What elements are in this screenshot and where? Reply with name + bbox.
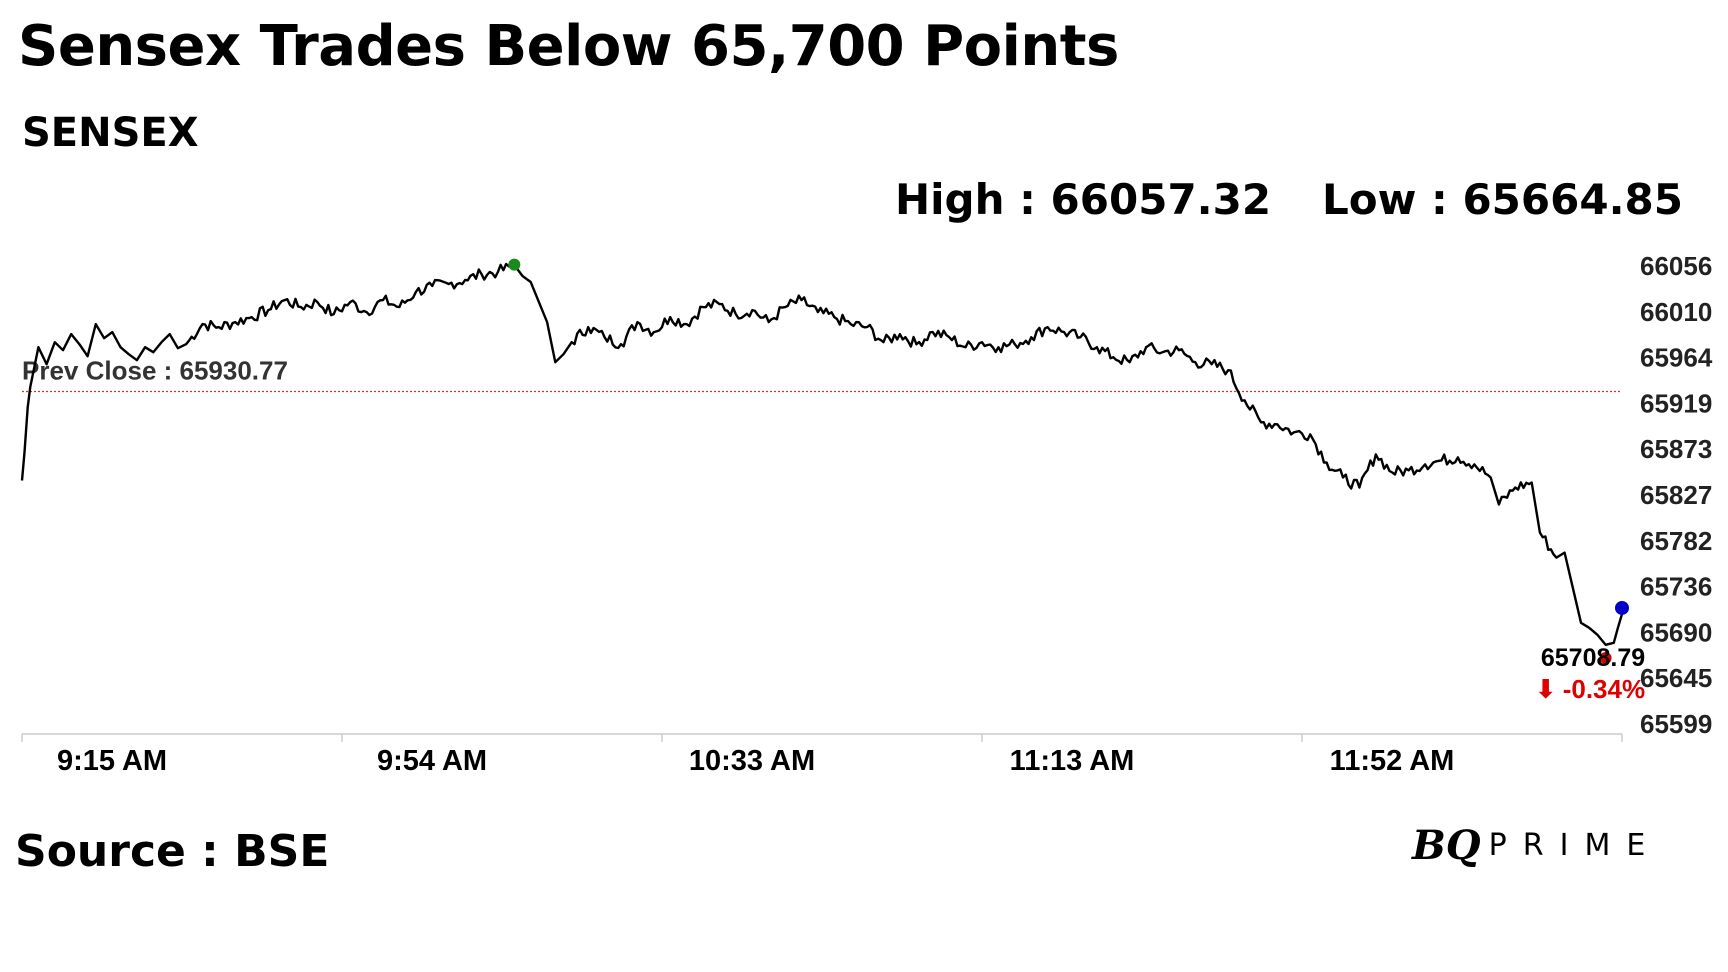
y-tick-label: 65736 [1640, 572, 1712, 602]
y-tick-label: 65827 [1640, 480, 1712, 510]
headline: Sensex Trades Below 65,700 Points [18, 14, 1119, 79]
x-axis: 9:15 AM 9:54 AM 10:33 AM 11:13 AM 11:52 AM [21, 733, 1623, 777]
x-tick-label: 10:33 AM [689, 745, 815, 777]
y-axis-ticks: 66056 66010 65964 65919 65873 65827 65782 65736… [1640, 251, 1713, 739]
x-tick-label: 9:54 AM [377, 745, 487, 777]
last-value-label: 65708.79 [1541, 644, 1645, 672]
series-line-sensex [20, 262, 1624, 646]
down-arrow-icon: ⬇ [1535, 674, 1557, 704]
index-name: SENSEX [22, 110, 199, 156]
y-tick-label: 65645 [1640, 663, 1712, 693]
high-marker [508, 258, 521, 271]
last-value-marker [1615, 600, 1629, 615]
y-tick-label: 66010 [1640, 297, 1712, 327]
brand-prime: PRIME [1488, 828, 1662, 863]
low-value: Low : 65664.85 [1322, 175, 1683, 224]
change-percent: -0.34% [1563, 674, 1645, 704]
prev-close-label: Prev Close : 65930.77 [22, 356, 288, 386]
high-value: High : 66057.32 [895, 175, 1272, 224]
y-tick-label: 65782 [1640, 526, 1712, 556]
y-tick-label: 65690 [1640, 617, 1712, 647]
y-tick-label: 65919 [1640, 388, 1712, 418]
change-label: ⬇ -0.34% [1535, 674, 1645, 704]
source-label: Source : BSE [15, 826, 330, 877]
y-tick-label: 65873 [1640, 434, 1712, 464]
y-tick-label: 65599 [1640, 709, 1712, 739]
low-marker [1599, 652, 1612, 665]
x-tick-label: 9:15 AM [57, 745, 167, 777]
brand-bq: BQ [1412, 822, 1481, 869]
x-tick-label: 11:13 AM [1010, 745, 1135, 777]
y-tick-label: 65964 [1640, 343, 1713, 373]
brand-logo: BQ PRIME [1412, 822, 1661, 869]
y-tick-label: 66056 [1640, 251, 1712, 281]
x-tick-label: 11:52 AM [1330, 745, 1455, 777]
